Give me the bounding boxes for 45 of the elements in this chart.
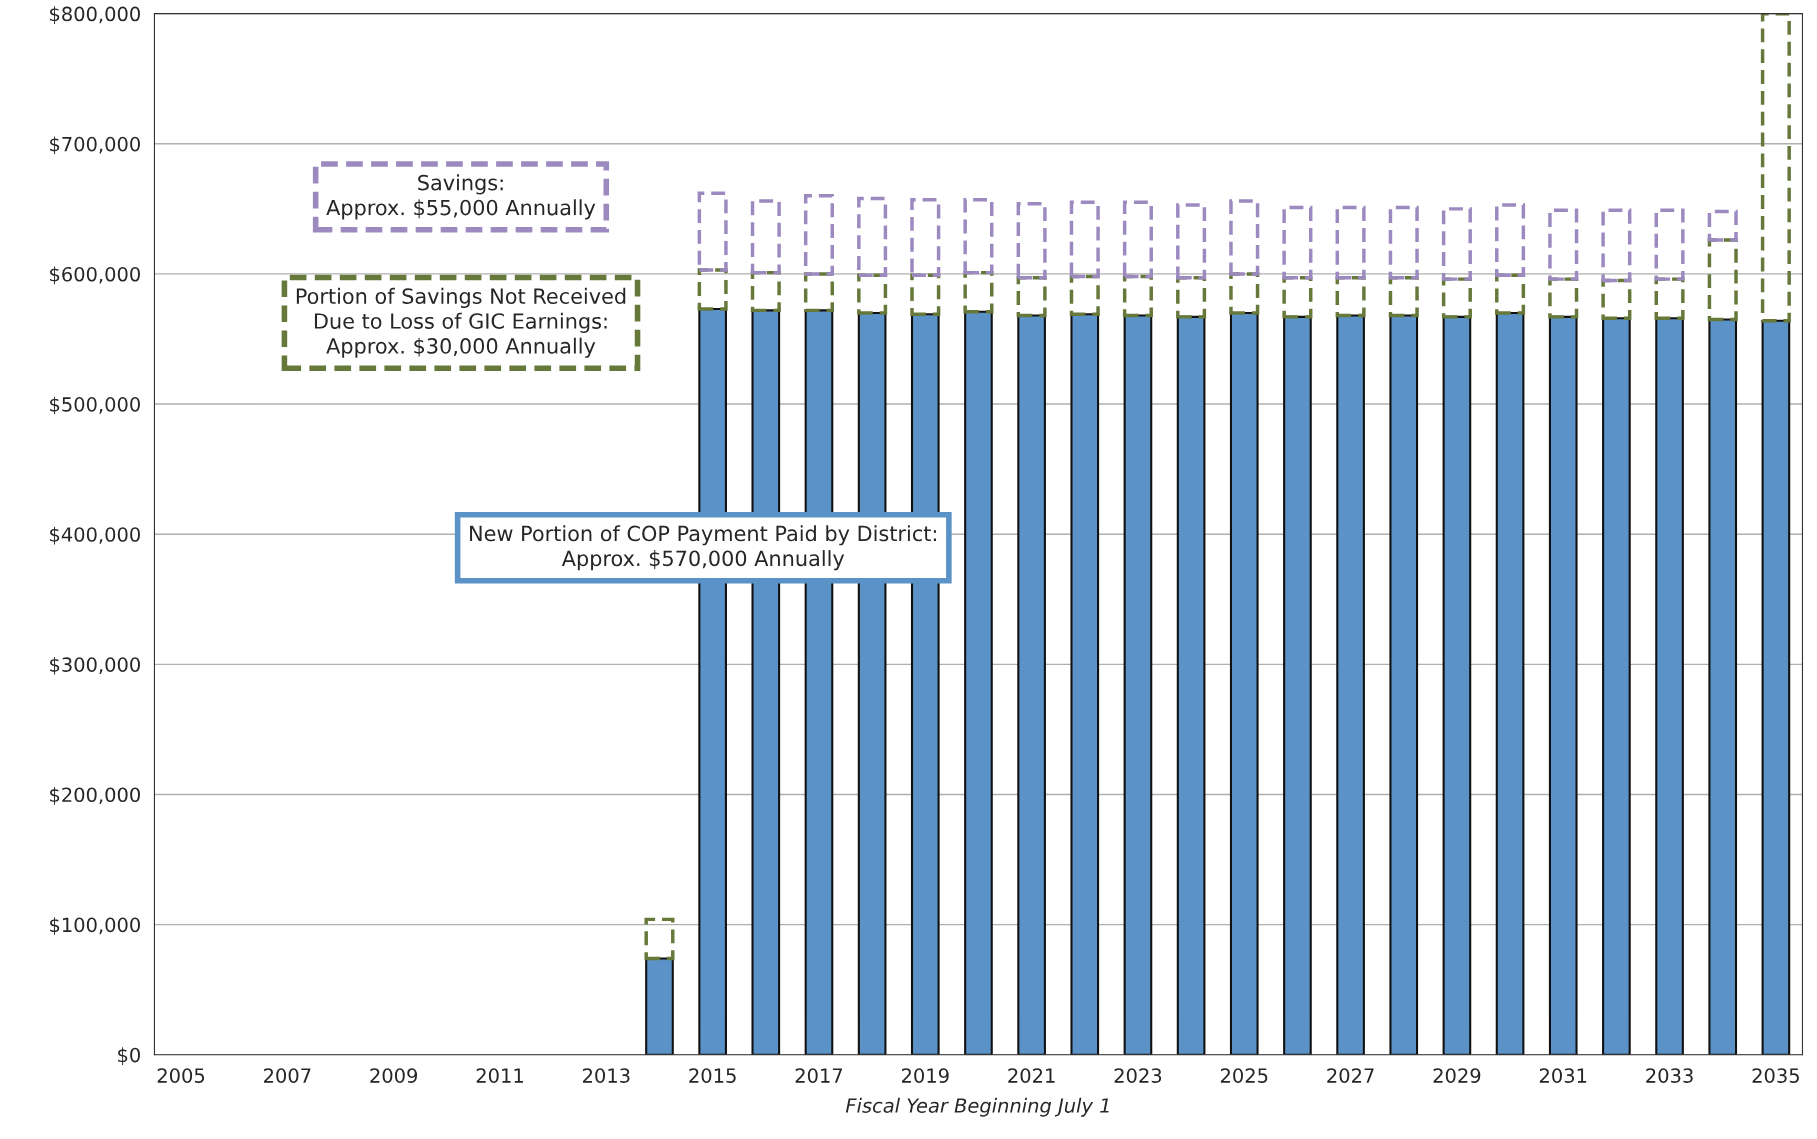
y-tick-label: $100,000 bbox=[50, 917, 140, 935]
y-tick-label: $400,000 bbox=[50, 526, 140, 545]
y-tick-label: $200,000 bbox=[50, 787, 140, 805]
bar bbox=[1070, 313, 1100, 1055]
x-tick-label: 2023 bbox=[1114, 1068, 1162, 1083]
x-tick-label: 2005 bbox=[157, 1068, 205, 1083]
x-tick-label: 2029 bbox=[1433, 1068, 1481, 1083]
y-tick-label: $0 bbox=[118, 1047, 140, 1065]
bar bbox=[1176, 315, 1206, 1055]
bar bbox=[1017, 314, 1046, 1055]
bar bbox=[1389, 314, 1419, 1055]
annotation: New Portion of COP Payment Paid by District: Approx. $570,000 Annually bbox=[470, 525, 937, 571]
x-tick-label: 2007 bbox=[264, 1068, 311, 1083]
x-tick-label: 2035 bbox=[1752, 1068, 1799, 1083]
x-tick-label: 2027 bbox=[1327, 1068, 1374, 1083]
x-tick-label: 2011 bbox=[476, 1068, 523, 1083]
y-tick-label: $300,000 bbox=[50, 656, 140, 675]
bar bbox=[1602, 317, 1631, 1055]
bar bbox=[1761, 319, 1791, 1055]
bar bbox=[1708, 318, 1738, 1055]
y-tick-label: $500,000 bbox=[50, 396, 140, 415]
x-tick-label: 2017 bbox=[795, 1068, 843, 1083]
y-tick-label: $800,000 bbox=[50, 6, 140, 24]
bar bbox=[1229, 311, 1259, 1055]
bar bbox=[1442, 315, 1472, 1055]
y-tick-label: $600,000 bbox=[50, 266, 140, 285]
x-tick-label: 2019 bbox=[901, 1068, 949, 1083]
bar bbox=[1655, 317, 1684, 1055]
bar bbox=[1548, 315, 1578, 1055]
bar bbox=[1495, 311, 1525, 1055]
x-tick-label: 2015 bbox=[689, 1068, 736, 1083]
annotation: Savings: Approx. $55,000 Annually bbox=[326, 174, 596, 220]
x-tick-label: 2021 bbox=[1008, 1068, 1055, 1083]
x-tick-label: 2031 bbox=[1539, 1068, 1587, 1083]
x-axis-title: Fiscal Year Beginning July 1 bbox=[845, 1097, 1109, 1117]
x-tick-label: 2025 bbox=[1220, 1068, 1268, 1083]
bar bbox=[1336, 314, 1365, 1055]
bar bbox=[1123, 314, 1153, 1055]
x-tick-label: 2013 bbox=[583, 1068, 630, 1083]
x-tick-label: 2009 bbox=[370, 1068, 418, 1083]
y-tick-label: $700,000 bbox=[50, 136, 140, 155]
bar bbox=[964, 310, 993, 1055]
x-tick-label: 2033 bbox=[1646, 1068, 1693, 1083]
annotation: Portion of Savings Not Received Due to Loss of GIC Earnings: Approx. $30,000 Annually bbox=[296, 287, 626, 358]
bar bbox=[1283, 315, 1312, 1055]
